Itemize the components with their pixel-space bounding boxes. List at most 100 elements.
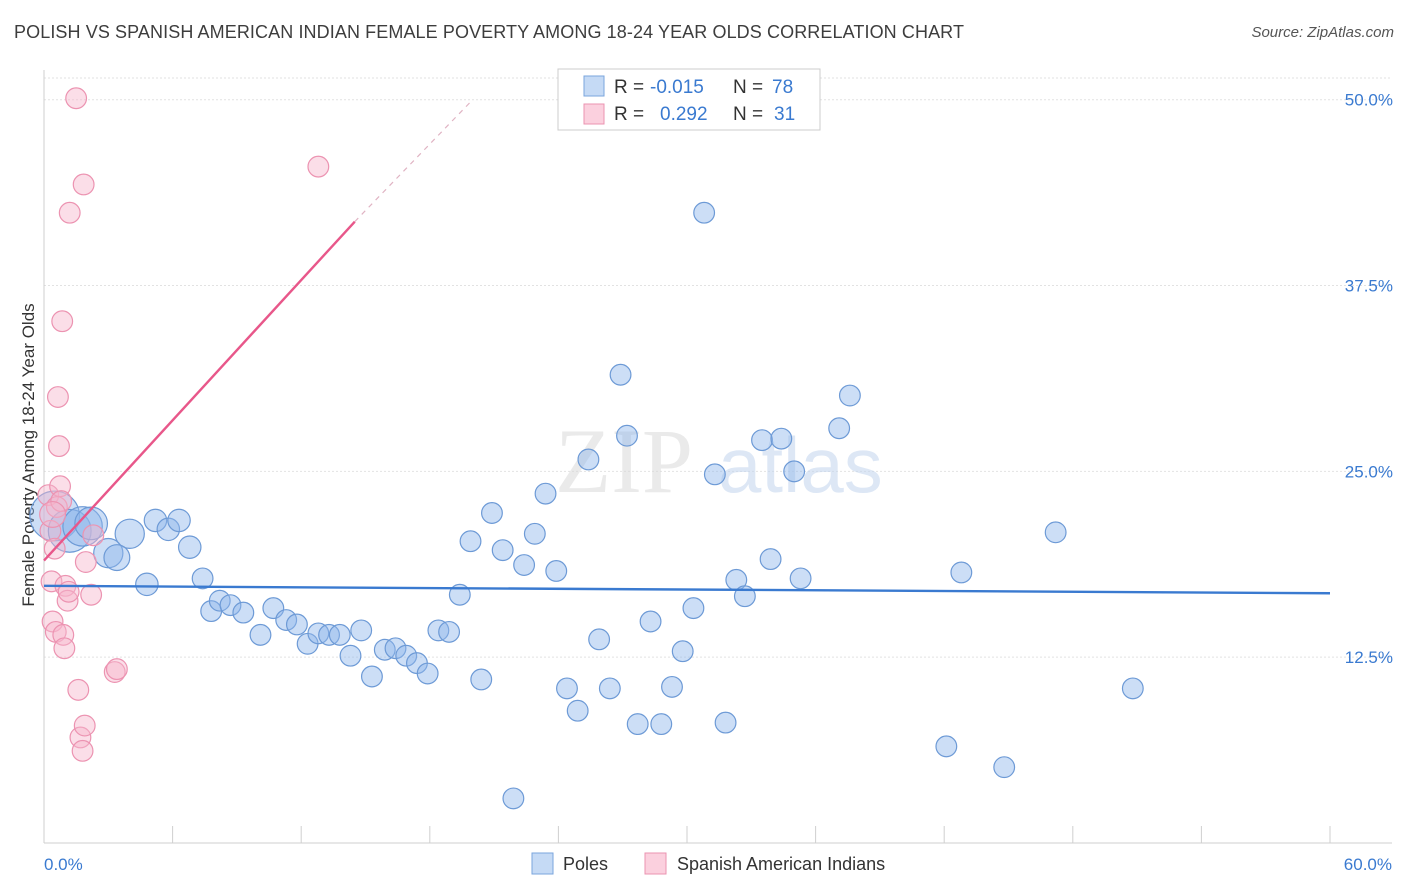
data-point[interactable] [114, 518, 145, 550]
data-point[interactable] [208, 589, 231, 612]
data-point[interactable] [135, 572, 159, 597]
data-point[interactable] [74, 506, 109, 541]
data-point[interactable] [103, 544, 131, 572]
data-point[interactable] [307, 155, 330, 178]
data-point[interactable] [48, 435, 70, 458]
data-point[interactable] [481, 502, 503, 524]
chart-source: Source: ZipAtlas.com [1251, 24, 1394, 41]
data-point[interactable] [103, 661, 126, 683]
trend-line-poles [43, 584, 1331, 595]
data-point[interactable] [671, 640, 694, 663]
data-point[interactable] [67, 678, 90, 701]
data-point[interactable] [416, 662, 439, 685]
data-point[interactable] [219, 594, 242, 617]
y-tick-label: 25.0% [1345, 462, 1393, 481]
data-point[interactable] [37, 484, 60, 507]
data-point[interactable] [693, 201, 716, 224]
data-point[interactable] [491, 539, 514, 562]
data-point[interactable] [74, 551, 97, 573]
data-point[interactable] [1044, 521, 1067, 544]
data-point[interactable] [609, 363, 632, 386]
data-point[interactable] [935, 735, 958, 758]
data-point[interactable] [328, 623, 351, 646]
data-point[interactable] [556, 677, 578, 700]
data-point[interactable] [588, 628, 611, 651]
data-point[interactable] [58, 201, 81, 224]
x-tick-labels: 0.0% 60.0% [44, 855, 1392, 874]
trend-line-spanish-american-indians [43, 220, 356, 562]
data-point[interactable] [838, 384, 861, 407]
data-point[interactable] [616, 424, 638, 447]
data-point[interactable] [395, 644, 418, 667]
data-point[interactable] [53, 637, 76, 660]
data-point[interactable] [759, 548, 782, 571]
data-point[interactable] [249, 623, 272, 646]
data-point[interactable] [57, 580, 80, 603]
data-point[interactable] [56, 589, 79, 612]
data-point[interactable] [950, 561, 973, 584]
data-point[interactable] [438, 620, 461, 643]
data-point[interactable] [789, 567, 812, 590]
legend-label-spanish-american-indians[interactable]: Spanish American Indians [677, 854, 885, 874]
data-point[interactable] [360, 665, 383, 688]
data-point[interactable] [703, 463, 726, 486]
data-point[interactable] [470, 668, 493, 691]
data-point[interactable] [751, 429, 773, 452]
series-spanish-american-indians-points [37, 87, 330, 762]
stats-r-value-poles: -0.015 [650, 77, 704, 98]
data-point[interactable] [566, 699, 589, 722]
data-point[interactable] [275, 609, 298, 631]
data-point[interactable] [51, 310, 74, 333]
data-point[interactable] [626, 713, 649, 736]
data-point[interactable] [71, 739, 94, 762]
chart-title: POLISH VS SPANISH AMERICAN INDIAN FEMALE… [14, 22, 965, 42]
data-point[interactable] [72, 173, 95, 196]
data-point[interactable] [459, 530, 482, 553]
data-point[interactable] [639, 610, 662, 633]
data-point[interactable] [62, 506, 103, 547]
data-point[interactable] [191, 567, 214, 590]
y-axis-label: Female Poverty Among 18-24 Year Olds [19, 303, 38, 606]
data-point[interactable] [69, 726, 92, 749]
data-point[interactable] [534, 482, 557, 505]
stats-box: R = -0.015 N = 78 R = 0.292 N = 31 [557, 68, 821, 131]
data-point[interactable] [39, 500, 67, 528]
data-point[interactable] [650, 713, 673, 736]
data-point[interactable] [770, 427, 793, 450]
data-point[interactable] [285, 613, 308, 636]
data-point[interactable] [448, 583, 471, 606]
data-point[interactable] [502, 787, 525, 810]
data-point[interactable] [232, 601, 255, 624]
legend-label-poles[interactable]: Poles [563, 854, 608, 874]
data-point[interactable] [523, 522, 546, 545]
trend-line-extension [354, 99, 474, 223]
data-point[interactable] [105, 658, 128, 681]
data-point[interactable] [46, 386, 69, 408]
data-point[interactable] [714, 711, 737, 734]
y-tick-label: 37.5% [1345, 277, 1393, 296]
legend-swatch-spanish-american-indians[interactable] [644, 852, 667, 875]
data-point[interactable] [661, 675, 683, 698]
data-point[interactable] [384, 637, 407, 660]
data-point[interactable] [577, 448, 600, 471]
data-point[interactable] [339, 644, 362, 667]
stats-r-label-spanish-american-indians: R = [614, 104, 644, 125]
data-point[interactable] [828, 417, 851, 440]
data-point[interactable] [82, 524, 105, 547]
data-point[interactable] [80, 583, 103, 606]
data-point[interactable] [73, 714, 96, 737]
data-point[interactable] [167, 508, 191, 533]
data-point[interactable] [993, 756, 1016, 779]
data-point[interactable] [350, 619, 373, 642]
data-point[interactable] [783, 460, 806, 483]
data-point[interactable] [1121, 677, 1144, 700]
data-point[interactable] [177, 535, 202, 559]
data-point[interactable] [545, 560, 568, 582]
legend-swatch-poles[interactable] [531, 852, 554, 875]
data-point[interactable] [65, 87, 88, 110]
data-point[interactable] [598, 677, 621, 700]
data-point[interactable] [513, 554, 536, 576]
data-point[interactable] [143, 508, 168, 533]
data-point[interactable] [682, 597, 705, 620]
